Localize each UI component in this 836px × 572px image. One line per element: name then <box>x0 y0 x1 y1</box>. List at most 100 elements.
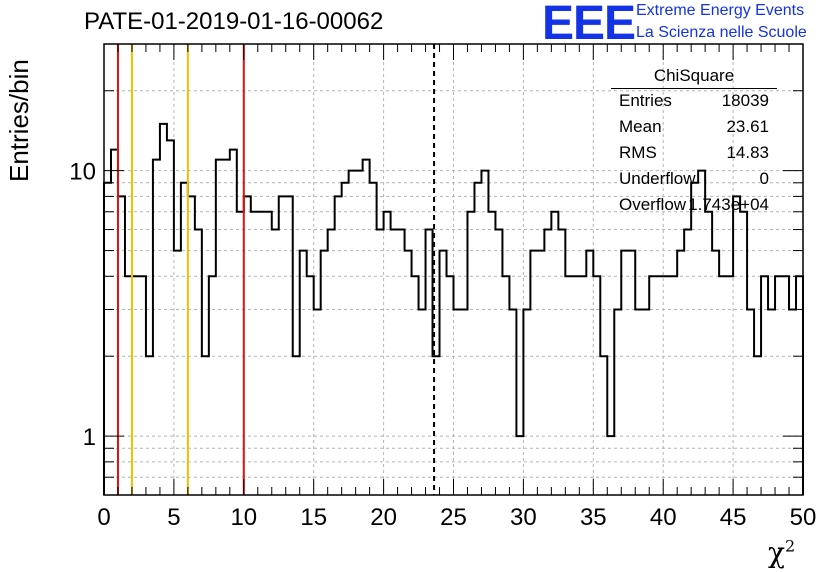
histogram-bin <box>160 124 167 495</box>
histogram-bin <box>237 212 244 495</box>
histogram-bin <box>474 183 481 495</box>
histogram-bin <box>782 276 789 495</box>
histogram-bin <box>761 276 768 495</box>
histogram-bin <box>502 276 509 495</box>
histogram-bin <box>188 196 195 495</box>
histogram-bin <box>321 251 328 495</box>
histogram-bin <box>328 230 335 495</box>
histogram-bin <box>258 212 265 495</box>
x-tick-label: 30 <box>510 504 537 531</box>
histogram-bin <box>335 196 342 495</box>
x-tick-label: 15 <box>300 504 327 531</box>
histogram-bin <box>454 309 461 495</box>
histogram-bin <box>111 150 118 495</box>
histogram-bin <box>293 356 300 495</box>
histogram-bin <box>775 276 782 495</box>
histogram-bin <box>586 251 593 495</box>
histogram-bin <box>251 212 258 495</box>
histogram-bin <box>642 309 649 495</box>
stats-key: Overflow <box>619 195 687 214</box>
histogram-bin <box>202 356 209 495</box>
chart-title: PATE-01-2019-01-16-00062 <box>84 8 384 35</box>
histogram-bin <box>614 309 621 495</box>
x-tick-label: 50 <box>790 504 817 531</box>
histogram-bin <box>677 251 684 495</box>
histogram-bin <box>607 436 614 495</box>
stats-row-overflow: Overflow 1.743e+04 <box>611 193 777 219</box>
histogram-bin <box>223 160 230 495</box>
histogram-bin <box>621 251 628 495</box>
histogram-bin <box>635 309 642 495</box>
stats-key: Entries <box>619 91 672 110</box>
stats-box: ChiSquare Entries 18039 Mean 23.61 RMS 1… <box>611 66 777 219</box>
histogram-bin <box>132 276 139 495</box>
histogram-bin <box>663 276 670 495</box>
histogram-bin <box>740 212 747 495</box>
histogram-bin <box>230 150 237 495</box>
histogram-bin <box>440 251 447 495</box>
eee-logo-mark: EEE <box>542 0 636 50</box>
histogram-bin <box>565 276 572 495</box>
stats-value: 18039 <box>721 91 769 110</box>
histogram-bin <box>244 196 251 495</box>
stats-value: 1.743e+04 <box>688 195 769 214</box>
histogram-bin <box>579 276 586 495</box>
histogram-bin <box>265 212 272 495</box>
histogram-bin <box>216 160 223 495</box>
histogram-bin <box>272 230 279 495</box>
stats-row-underflow: Underflow 0 <box>611 167 777 193</box>
histogram-bin <box>447 276 454 495</box>
histogram-bin <box>593 276 600 495</box>
histogram-bin <box>146 356 153 495</box>
stats-key: Underflow <box>619 169 696 188</box>
histogram-series <box>103 122 804 495</box>
histogram-bin <box>733 196 740 495</box>
histogram-bin <box>523 309 530 495</box>
histogram-bin <box>363 160 370 495</box>
histogram-bin <box>286 196 293 495</box>
histogram-bin <box>670 276 677 495</box>
histogram-bin <box>349 171 356 495</box>
histogram-bin <box>698 171 705 495</box>
y-tick-label: 1 <box>83 424 96 451</box>
histogram-bin <box>384 212 391 495</box>
histogram-bin <box>279 196 286 495</box>
histogram-bin <box>544 230 551 495</box>
histogram-bin <box>747 309 754 495</box>
x-tick-label: 25 <box>440 504 467 531</box>
histogram-bin <box>649 276 656 495</box>
stats-row-entries: Entries 18039 <box>611 89 777 115</box>
histogram-bin <box>153 160 160 495</box>
histogram-bin <box>181 183 188 495</box>
histogram-bin <box>370 183 377 495</box>
y-axis-label: Entries/bin <box>4 59 34 182</box>
histogram-bin <box>705 212 712 495</box>
histogram-bin <box>600 356 607 495</box>
histogram-bin <box>712 251 719 495</box>
histogram-bin <box>481 171 488 495</box>
histogram-bin <box>691 183 698 495</box>
histogram-bin <box>467 212 474 495</box>
stats-value: 14.83 <box>726 143 769 162</box>
histogram-bin <box>558 230 565 495</box>
x-tick-label: 20 <box>370 504 397 531</box>
histogram-bin <box>426 230 433 495</box>
stats-key: RMS <box>619 143 657 162</box>
histogram-bin <box>509 309 516 495</box>
histogram-bin <box>195 230 202 495</box>
histogram-bin <box>495 230 502 495</box>
histogram-bin <box>460 309 467 495</box>
y-tick-label: 10 <box>69 159 96 186</box>
logo-line-1: Extreme Energy Events <box>636 2 805 19</box>
x-tick-label: 5 <box>167 504 180 531</box>
histogram-bin <box>209 276 216 495</box>
histogram-bin <box>118 196 125 495</box>
histogram-bin <box>419 309 426 495</box>
x-tick-label: 35 <box>580 504 607 531</box>
histogram-bin <box>656 276 663 495</box>
histogram-bin <box>719 276 726 495</box>
x-tick-label: 45 <box>720 504 747 531</box>
x-tick-label: 0 <box>97 504 110 531</box>
histogram-bin <box>377 230 384 495</box>
